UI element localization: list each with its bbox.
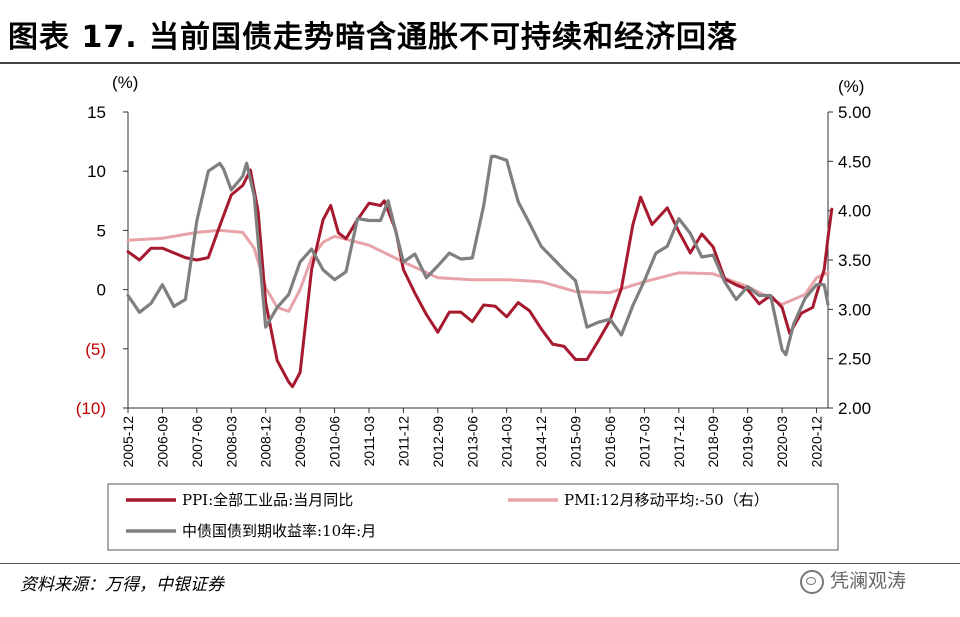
right-tick-label: 2.50 xyxy=(838,350,871,369)
watermark-label: 凭澜观涛 xyxy=(830,570,907,592)
x-tick-label: 2018-09 xyxy=(705,416,721,468)
source-divider xyxy=(0,563,960,564)
series-line-2 xyxy=(126,154,830,357)
right-tick-label: 3.00 xyxy=(838,300,871,319)
right-tick-label: 3.50 xyxy=(838,251,871,270)
x-tick-label: 2020-12 xyxy=(809,416,825,468)
x-tick-label: 2013-06 xyxy=(464,416,480,468)
left-tick-label: (5) xyxy=(85,340,106,359)
left-tick-label: 15 xyxy=(87,103,106,122)
x-tick-label: 2017-03 xyxy=(636,416,652,468)
right-tick-label: 4.50 xyxy=(838,152,871,171)
left-tick-label: 5 xyxy=(97,221,106,240)
x-tick-label: 2012-09 xyxy=(430,416,446,468)
x-tick-label: 2014-03 xyxy=(499,416,515,468)
x-tick-label: 2011-12 xyxy=(395,416,411,467)
legend-label-0: PPI:全部工业品:当月同比 xyxy=(182,491,353,509)
x-tick-label: 2019-06 xyxy=(740,416,756,468)
x-tick-label: 2008-03 xyxy=(223,416,239,468)
x-tick-label: 2015-09 xyxy=(568,416,584,468)
watermark: 凭澜观涛 xyxy=(800,566,906,594)
x-tick-label: 2016-06 xyxy=(602,416,618,468)
x-tick-label: 2006-09 xyxy=(154,416,170,468)
wechat-icon xyxy=(800,569,824,594)
x-tick-label: 2020-03 xyxy=(774,416,790,468)
x-tick-label: 2007-06 xyxy=(189,416,205,468)
x-tick-label: 2017-12 xyxy=(671,416,687,468)
title-divider xyxy=(0,62,960,64)
right-tick-label: 2.00 xyxy=(838,399,871,418)
chart-title: 图表 17. 当前国债走势暗含通胀不可持续和经济回落 xyxy=(8,20,739,55)
right-axis-unit: (%) xyxy=(838,77,864,96)
x-tick-label: 2009-09 xyxy=(292,416,308,468)
x-tick-label: 2014-12 xyxy=(533,416,549,468)
left-tick-label: 10 xyxy=(87,162,106,181)
left-tick-label: (10) xyxy=(76,399,106,418)
x-tick-label: 2010-06 xyxy=(327,416,343,468)
x-tick-label: 2008-12 xyxy=(258,416,274,468)
left-axis-unit: (%) xyxy=(112,73,138,92)
right-tick-label: 5.00 xyxy=(838,103,871,122)
legend-box xyxy=(107,483,839,551)
x-tick-label: 2005-12 xyxy=(120,416,136,468)
source-note: 资料来源：万得，中银证券 xyxy=(20,575,224,595)
left-tick-label: 0 xyxy=(97,281,106,300)
legend-label-1: PMI:12月移动平均:-50（右） xyxy=(564,491,769,509)
legend-label-2: 中债国债到期收益率:10年:月 xyxy=(182,522,376,540)
right-tick-label: 4.00 xyxy=(838,202,871,221)
x-tick-label: 2011-03 xyxy=(361,416,377,467)
